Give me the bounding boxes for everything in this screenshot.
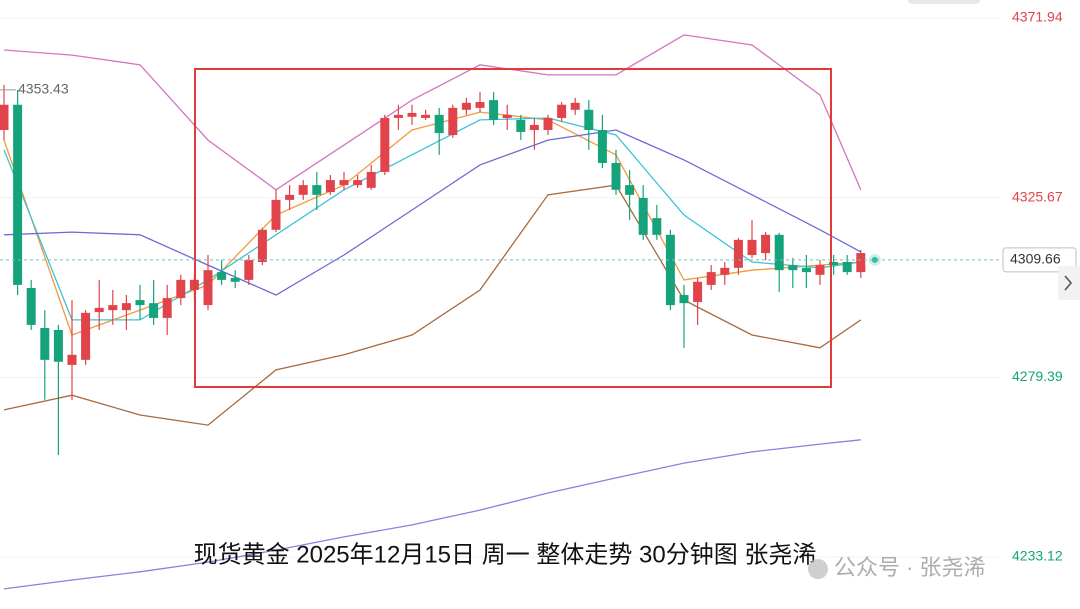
indicator-line: [3, 439, 861, 590]
candle-body: [434, 114, 444, 134]
last-price-label: 4309.66: [1010, 251, 1061, 267]
indicator-line: [3, 129, 862, 296]
last-price-dot: [871, 256, 878, 263]
candle-body: [421, 114, 431, 118]
candle-body: [516, 119, 526, 132]
candle-body: [94, 307, 104, 313]
candle-body: [67, 354, 77, 365]
candle-body: [801, 267, 811, 273]
candle-body: [53, 329, 63, 362]
candle-body: [162, 298, 172, 318]
candle-body: [543, 117, 553, 130]
candle-body: [448, 107, 458, 136]
candle-body: [842, 262, 852, 273]
candle-body: [502, 114, 512, 118]
candle-body: [815, 265, 825, 275]
candle-body: [665, 234, 675, 306]
candle-body: [856, 253, 866, 273]
candle-body: [108, 305, 118, 311]
candle-body: [652, 218, 662, 235]
candle-body: [149, 303, 159, 318]
candle-body: [774, 234, 784, 271]
watermark: 公众号 · 张尧浠: [834, 555, 986, 580]
candle-body: [829, 262, 839, 266]
candle-body: [257, 229, 267, 263]
candle-body: [557, 104, 567, 118]
price-axis: 4371.94 4325.67 4279.39 4233.12 4309.66 4353.…: [0, 9, 1077, 564]
indicator-line: [3, 34, 862, 191]
indicator-line: [3, 184, 862, 426]
caption: 现货黄金 2025年12月15日 周一 整体走势 30分钟图 张尧浠: [194, 541, 817, 568]
candle-body: [176, 279, 186, 299]
candle-body: [706, 272, 716, 285]
candle-body: [407, 112, 417, 117]
candle-body: [489, 100, 499, 120]
candle-body: [40, 328, 50, 360]
candle-body: [26, 288, 36, 325]
candle-body: [353, 180, 363, 186]
candle-body: [733, 239, 743, 268]
candle-body: [597, 129, 607, 163]
candle-body: [135, 300, 145, 306]
candle-body: [393, 114, 403, 118]
scroll-arrow[interactable]: [1064, 275, 1073, 291]
candle-body: [121, 303, 131, 311]
candle-body: [285, 194, 295, 200]
candle-body: [339, 180, 349, 186]
candle-body: [625, 185, 635, 195]
candle-body: [217, 272, 227, 280]
scroll-button-bg[interactable]: [1058, 266, 1080, 300]
candle-body: [271, 199, 281, 230]
y-tick-label: 4279.39: [1012, 368, 1063, 384]
grid: [0, 17, 1000, 558]
candle-body: [761, 234, 771, 254]
candle-body: [570, 102, 580, 110]
candle-body: [0, 104, 9, 130]
candle-body: [325, 180, 335, 193]
highlight-box: [194, 68, 832, 388]
candle-body: [584, 109, 594, 130]
candle-body: [380, 117, 390, 172]
candle-body: [366, 171, 376, 188]
y-tick-label: 4371.94: [1012, 9, 1063, 25]
candle-body: [747, 239, 757, 256]
candle-body: [611, 162, 621, 190]
candle-body: [693, 281, 703, 302]
y-tick-label: 4233.12: [1012, 548, 1063, 564]
candle-body: [788, 265, 798, 271]
y-tick-label: 4325.67: [1012, 188, 1063, 204]
scroll-button[interactable]: [1058, 266, 1080, 300]
candle-body: [298, 185, 308, 195]
candle-body: [529, 124, 539, 130]
candle-body: [720, 267, 730, 275]
candle-body: [203, 270, 213, 306]
candle-body: [230, 277, 240, 282]
candle-body: [461, 102, 471, 110]
watermark-icon: [808, 559, 828, 579]
max-label: 4353.43: [18, 81, 69, 97]
candle-body: [13, 104, 23, 285]
candle-body: [244, 260, 254, 280]
candles: [0, 84, 866, 455]
candle-body: [679, 295, 689, 304]
candle-body: [81, 312, 91, 360]
top-tab: [908, 0, 980, 4]
candle-body: [475, 102, 485, 108]
last-price-box: [1002, 247, 1077, 273]
candle-body: [638, 197, 648, 235]
candle-body: [312, 185, 322, 195]
